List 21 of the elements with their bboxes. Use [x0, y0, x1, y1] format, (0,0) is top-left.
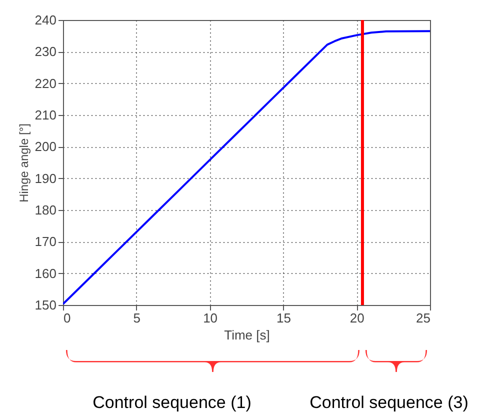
y-tick-label: 150: [34, 298, 56, 312]
y-tick-label: 230: [34, 44, 56, 60]
text: Control sequence (1): [92, 393, 252, 413]
y-tick-label: 210: [34, 108, 56, 122]
y-tick-label: 180: [34, 202, 56, 218]
line-series: [63, 30, 430, 305]
y-axis-title: Hinge angle [°]: [16, 124, 31, 202]
y-tick-label: 220: [34, 76, 56, 91]
x-tick-label: 20: [350, 310, 364, 326]
x-tick-label: 5: [133, 310, 141, 326]
x-axis-title: Time [s]: [224, 328, 270, 342]
y-tick-label: 170: [34, 234, 56, 250]
text: Control sequence (3): [310, 393, 468, 413]
x-tick-label: 25: [416, 310, 430, 326]
y-tick-label: 200: [34, 139, 56, 154]
x-tick-label: 10: [203, 310, 218, 326]
x-tick-label: 0: [64, 310, 71, 326]
y-tick-label: 240: [34, 12, 56, 28]
x-tick-label: 15: [276, 310, 291, 326]
y-tick-label: 190: [34, 170, 56, 186]
y-tick-label: 160: [34, 266, 56, 281]
